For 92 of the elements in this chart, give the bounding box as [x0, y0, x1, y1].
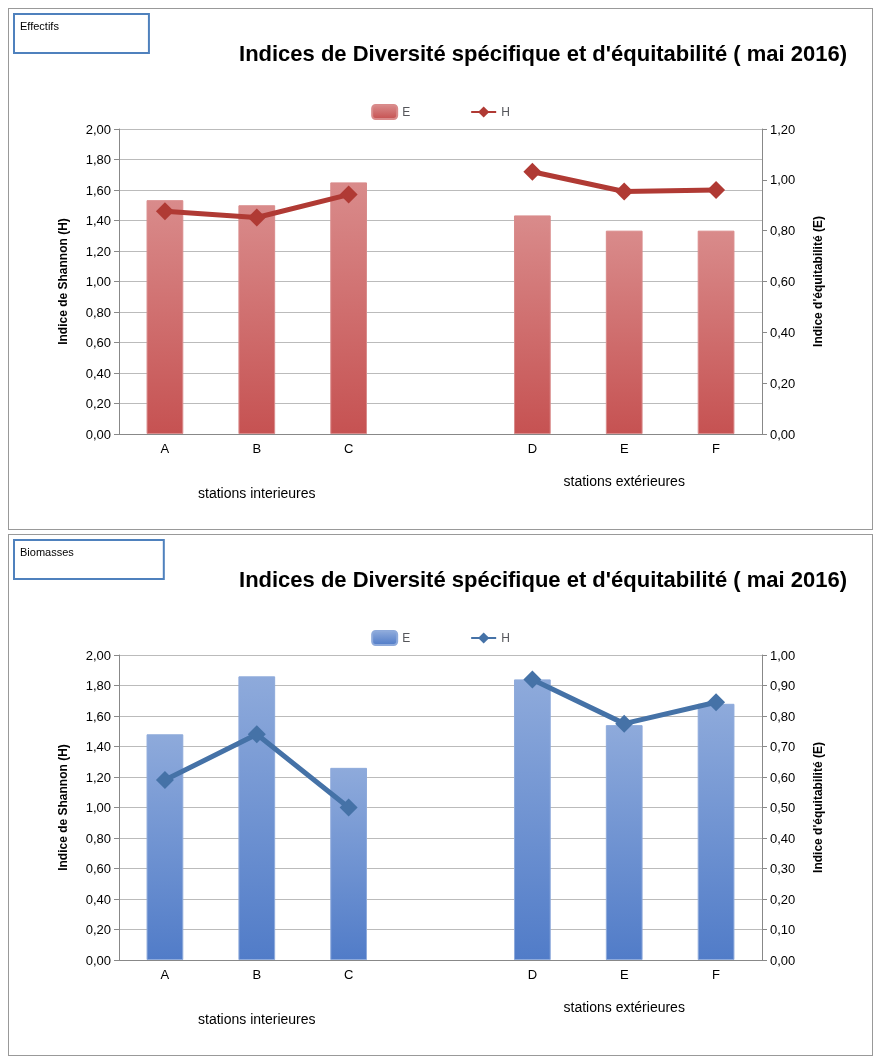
y2-tick-label: 0,90 [770, 678, 796, 693]
point [155, 771, 174, 790]
y2-tick-label: 0,20 [770, 375, 796, 391]
y-axis-title: Indice de Shannon (H) [56, 218, 70, 345]
bar [605, 230, 643, 434]
bar [605, 725, 643, 960]
y-tick-label: 0,60 [85, 861, 111, 876]
y2-tick-label: 0,10 [770, 922, 796, 937]
text: stations extérieures [563, 999, 685, 1015]
y2-tick-label: 1,20 [770, 121, 796, 137]
y-tick-label: 0,80 [85, 830, 111, 846]
y-tick-label: 1,20 [85, 243, 111, 259]
y2-tick-label: 0,80 [770, 223, 796, 239]
point [247, 208, 266, 227]
bar [146, 734, 184, 960]
bar [238, 676, 276, 960]
y2-tick-label: 0,30 [770, 861, 796, 876]
legend-label: E [402, 105, 411, 119]
text: stations extérieures [563, 473, 685, 489]
y2-tick-label: 0,60 [770, 274, 796, 289]
x-tick-label: A [160, 441, 170, 456]
y-tick-label: 1,00 [85, 800, 111, 815]
point [615, 714, 634, 733]
y-tick-label: 2,00 [85, 647, 111, 663]
legend-label: E [402, 631, 411, 645]
y2-tick-label: 0,00 [770, 426, 796, 442]
x-tick-label: B [252, 441, 262, 456]
x-tick-label: F [712, 967, 721, 982]
y-tick-label: 2,00 [85, 121, 111, 137]
y-tick-label: 1,60 [85, 708, 111, 724]
x-tick-label: B [252, 967, 262, 982]
point [339, 798, 358, 817]
chart-title: Indices de Diversité spécifique et d'équitabilité ( mai 2016) [239, 566, 848, 592]
text: stations interieures [198, 1011, 316, 1027]
y-tick-label: 0,80 [85, 304, 111, 320]
y-tick-label: 0,40 [85, 891, 111, 907]
y-tick-label: 1,40 [85, 213, 111, 228]
y-tick-label: 1,80 [85, 678, 111, 693]
x-tick-label: F [712, 441, 721, 456]
x-tick-label: A [160, 967, 170, 982]
y2-tick-label: 0,40 [770, 830, 796, 846]
y2-tick-label: 0,00 [770, 952, 796, 968]
text: Biomasses [20, 545, 75, 558]
bar [330, 767, 368, 960]
legend-label: H [501, 631, 510, 645]
x-tick-label: C [343, 967, 354, 982]
bar [238, 205, 276, 434]
y-tick-label: 1,40 [85, 739, 111, 754]
y-tick-label: 1,80 [85, 152, 111, 167]
text: stations interieures [198, 485, 316, 501]
y2-tick-label: 0,60 [770, 769, 796, 785]
y-axis-title: Indice de Shannon (H) [56, 744, 70, 871]
x-tick-label: E [619, 441, 629, 456]
bar [697, 230, 735, 434]
bar [146, 200, 184, 434]
bar [330, 182, 368, 434]
text: Effectifs [20, 19, 60, 32]
point [707, 693, 726, 712]
x-tick-label: C [343, 441, 354, 456]
y2-tick-label: 0,70 [770, 739, 796, 754]
bar [513, 215, 551, 434]
y2-tick-label: 0,80 [770, 708, 796, 724]
bar [697, 703, 735, 960]
y2-axis-title: Indice d'équitabilité (E) [811, 216, 825, 347]
bar [513, 679, 551, 960]
point [247, 725, 266, 744]
y2-tick-label: 1,00 [770, 172, 796, 188]
legend-label: H [501, 105, 510, 119]
y2-tick-label: 0,40 [770, 324, 796, 340]
y-tick-label: 0,00 [85, 426, 111, 442]
x-tick-label: D [527, 967, 538, 982]
y-tick-label: 1,20 [85, 769, 111, 785]
point [523, 670, 542, 689]
y-tick-label: 0,60 [85, 335, 111, 350]
x-tick-label: E [619, 967, 629, 982]
y2-tick-label: 0,50 [770, 800, 796, 815]
y-tick-label: 1,60 [85, 182, 111, 198]
y2-axis-title: Indice d'équitabilité (E) [811, 742, 825, 873]
point [523, 162, 542, 181]
point [615, 182, 634, 201]
y-tick-label: 0,20 [85, 922, 111, 937]
y2-tick-label: 0,20 [770, 891, 796, 907]
y-tick-label: 0,40 [85, 365, 111, 381]
y-tick-label: 1,00 [85, 274, 111, 289]
point [155, 202, 174, 221]
y-tick-label: 0,20 [85, 396, 111, 411]
x-tick-label: D [527, 441, 538, 456]
chart-title: Indices de Diversité spécifique et d'équitabilité ( mai 2016) [239, 40, 848, 66]
point [707, 181, 726, 199]
point [339, 185, 358, 204]
y2-tick-label: 1,00 [770, 647, 796, 663]
y-tick-label: 0,00 [85, 952, 111, 968]
